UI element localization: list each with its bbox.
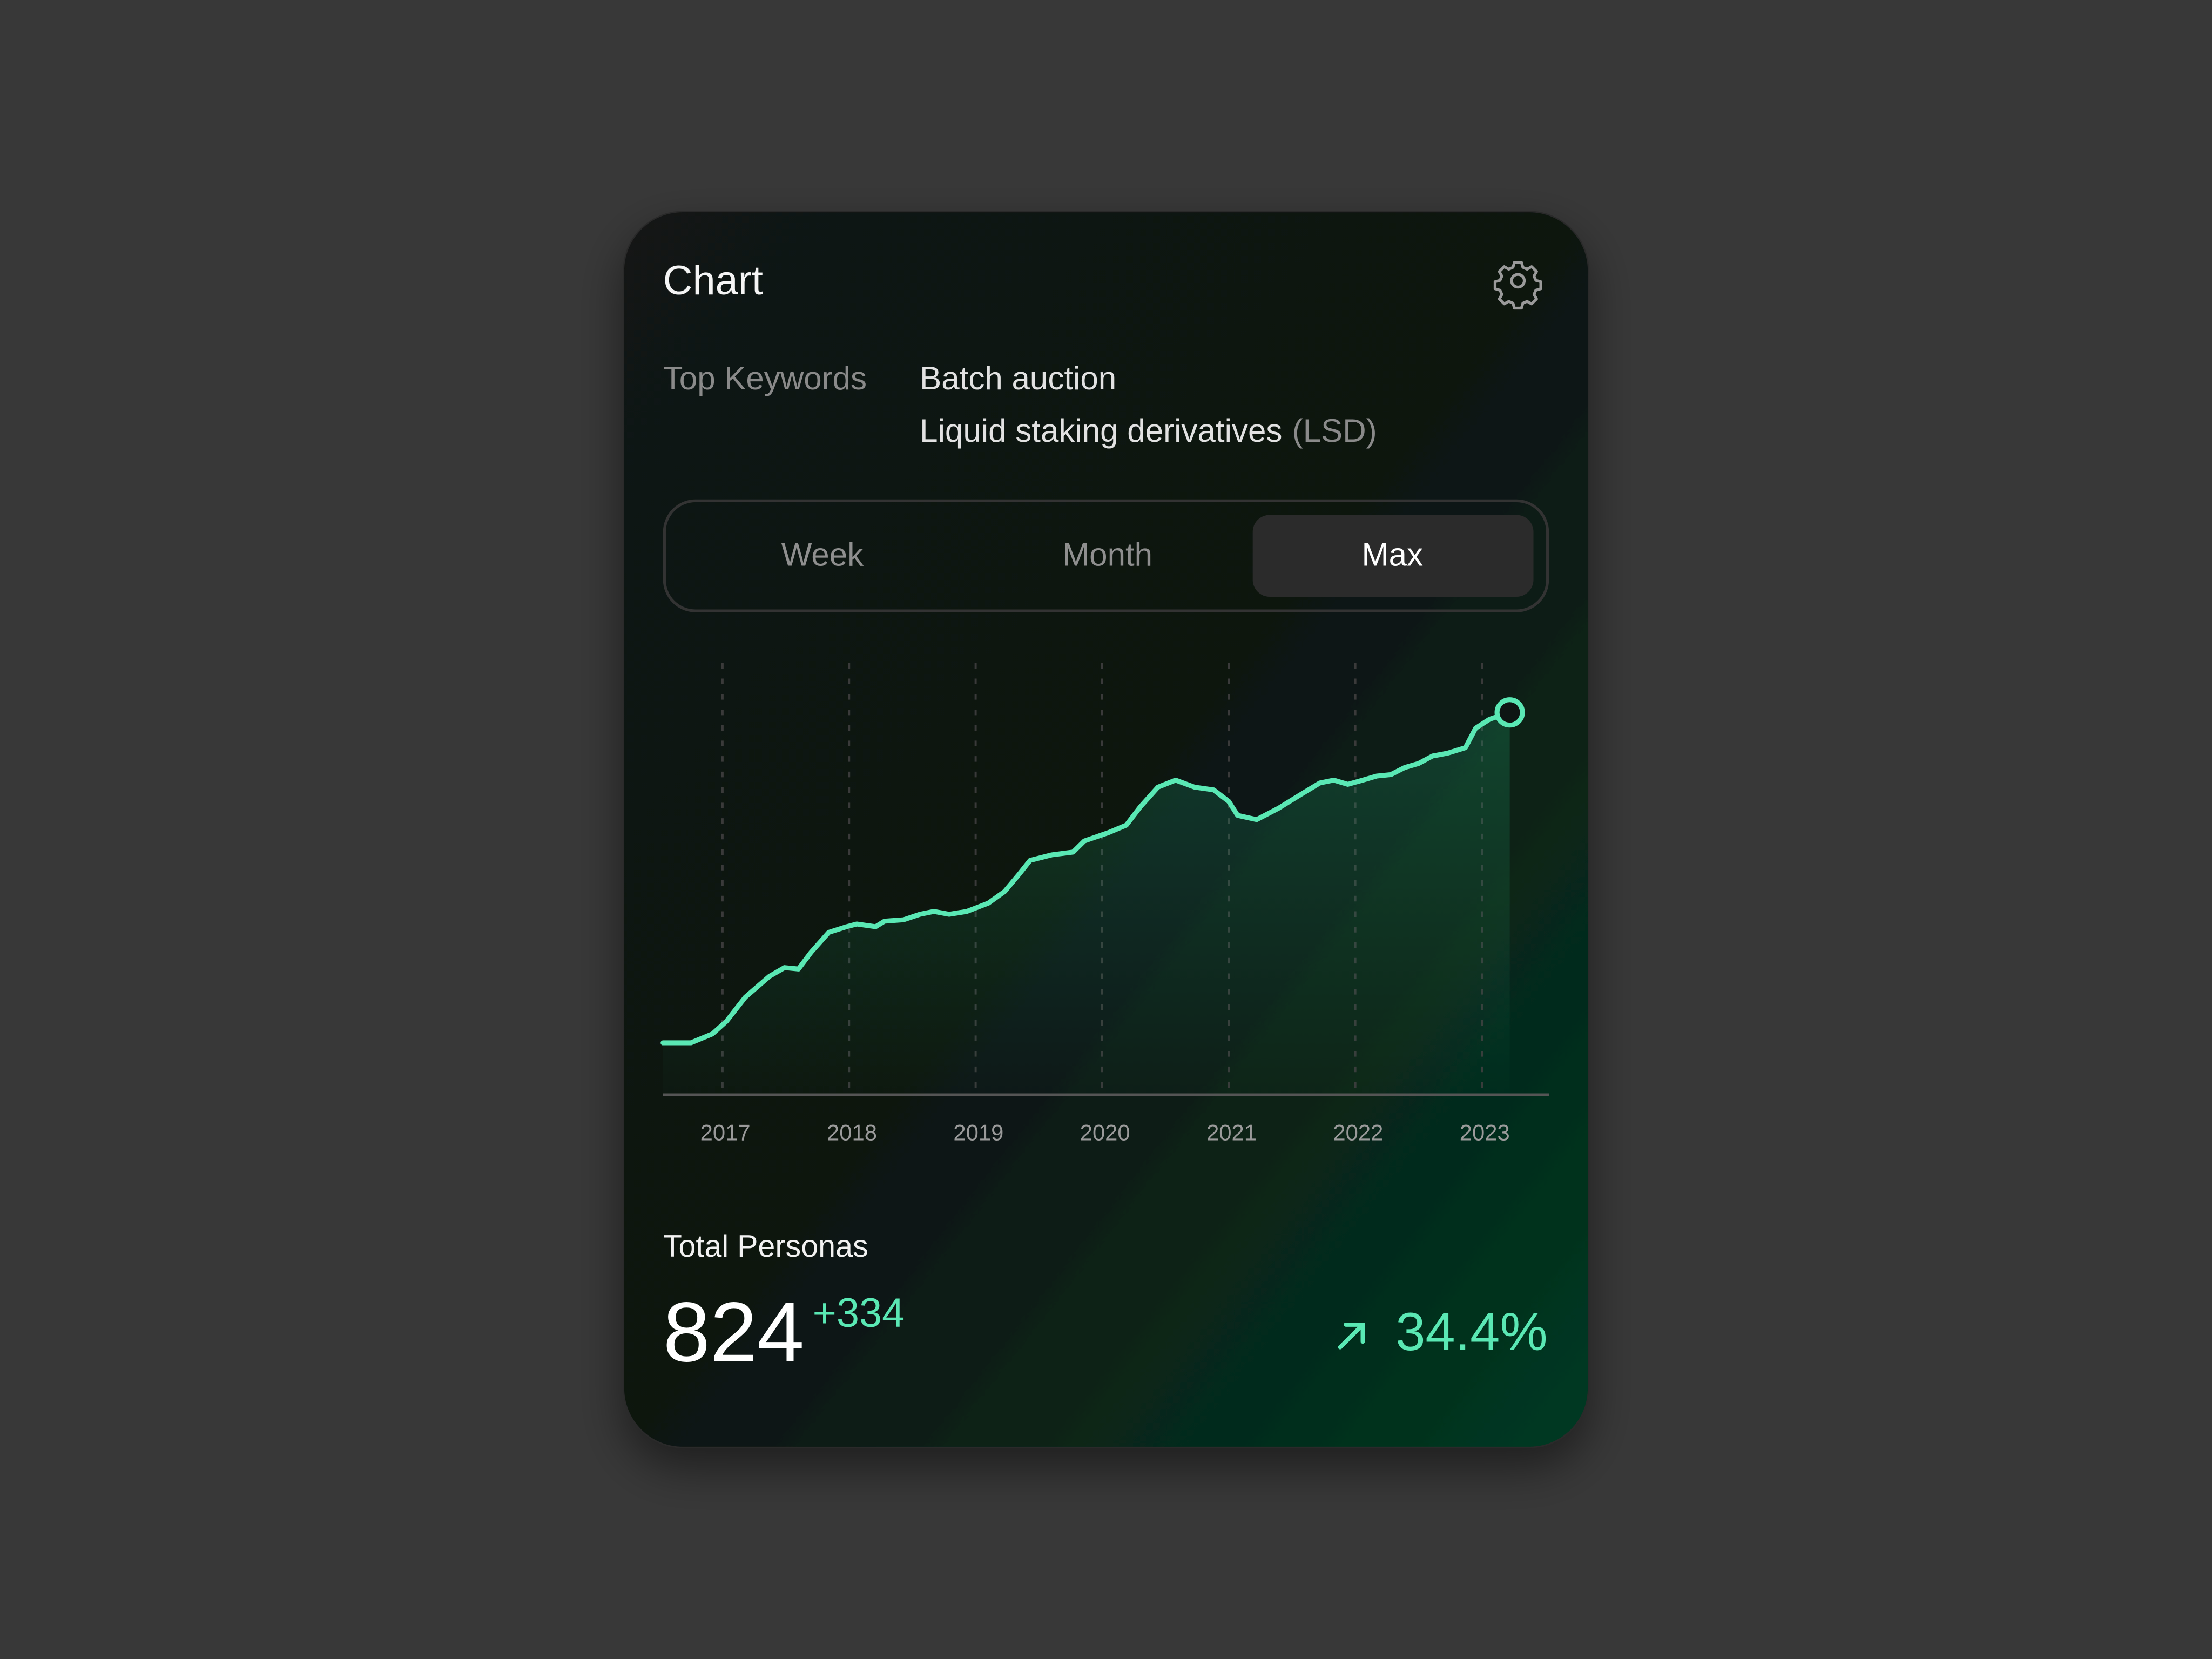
end-point [1494,697,1525,728]
tab[interactable]: Week [781,537,864,573]
tab[interactable]: Month [1062,537,1152,573]
x-tick-label: 2018 [827,1120,877,1145]
keyword: Batch auction [920,360,1116,396]
settings-icon[interactable] [1493,261,1542,310]
trend-arrow-icon [1338,1322,1365,1350]
x-tick-label: 2021 [1206,1120,1257,1145]
summary-label: Total Personas [663,1229,868,1264]
x-tick-label: 2017 [700,1120,751,1145]
area-fill [663,712,1510,1095]
summary-percent: 34.4% [1395,1302,1547,1362]
card-title: Chart [663,258,763,304]
tab-active-bg[interactable] [1252,515,1534,597]
keywords-label: Top Keywords [663,360,867,396]
tab[interactable]: Max [1362,537,1424,573]
line-series [660,710,1513,1046]
keyword-abbr: (LSD) [1292,413,1377,449]
x-tick-label: 2020 [1080,1120,1130,1145]
x-tick-label: 2022 [1333,1120,1383,1145]
summary-change: +334 [813,1290,905,1336]
x-tick-label: 2023 [1460,1120,1510,1145]
summary-value: 824 [663,1285,804,1379]
keyword: Liquid staking derivatives (LSD) [920,413,1377,449]
x-tick-label: 2019 [953,1120,1003,1145]
keyword-text: Liquid staking derivatives [920,413,1282,449]
tab-bar [663,499,1549,612]
